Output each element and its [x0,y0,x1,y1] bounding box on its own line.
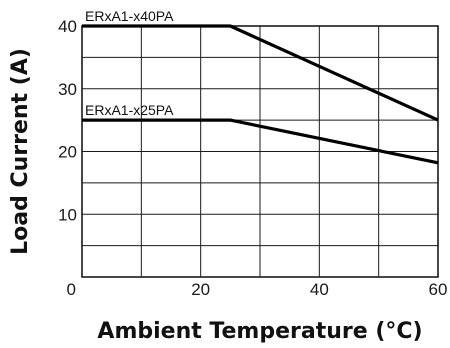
x-tick-label: 20 [191,280,210,299]
series-line-2 [82,118,439,165]
series-lines [82,24,439,165]
y-axis-title: Load Current (A) [8,48,33,255]
series-labels: ERxA1-x40PA ERxA1-x25PA [85,8,174,118]
x-tick-labels: 0 20 40 60 [67,280,448,299]
y-tick-label: 20 [58,143,77,162]
x-tick-label: 40 [310,280,329,299]
y-tick-label: 10 [58,205,77,224]
plot-border [81,25,439,278]
y-tick-label: 40 [58,17,77,36]
x-tick-label: 60 [429,280,448,299]
x-axis-title: Ambient Temperature (°C) [97,319,422,344]
x-tick-label: 0 [67,280,76,299]
y-tick-labels: 10 20 30 40 [58,17,77,224]
series-label-2: ERxA1-x25PA [85,102,174,118]
series-line-1 [82,24,439,122]
y-tick-label: 30 [58,80,77,99]
series-label-1: ERxA1-x40PA [85,8,174,24]
